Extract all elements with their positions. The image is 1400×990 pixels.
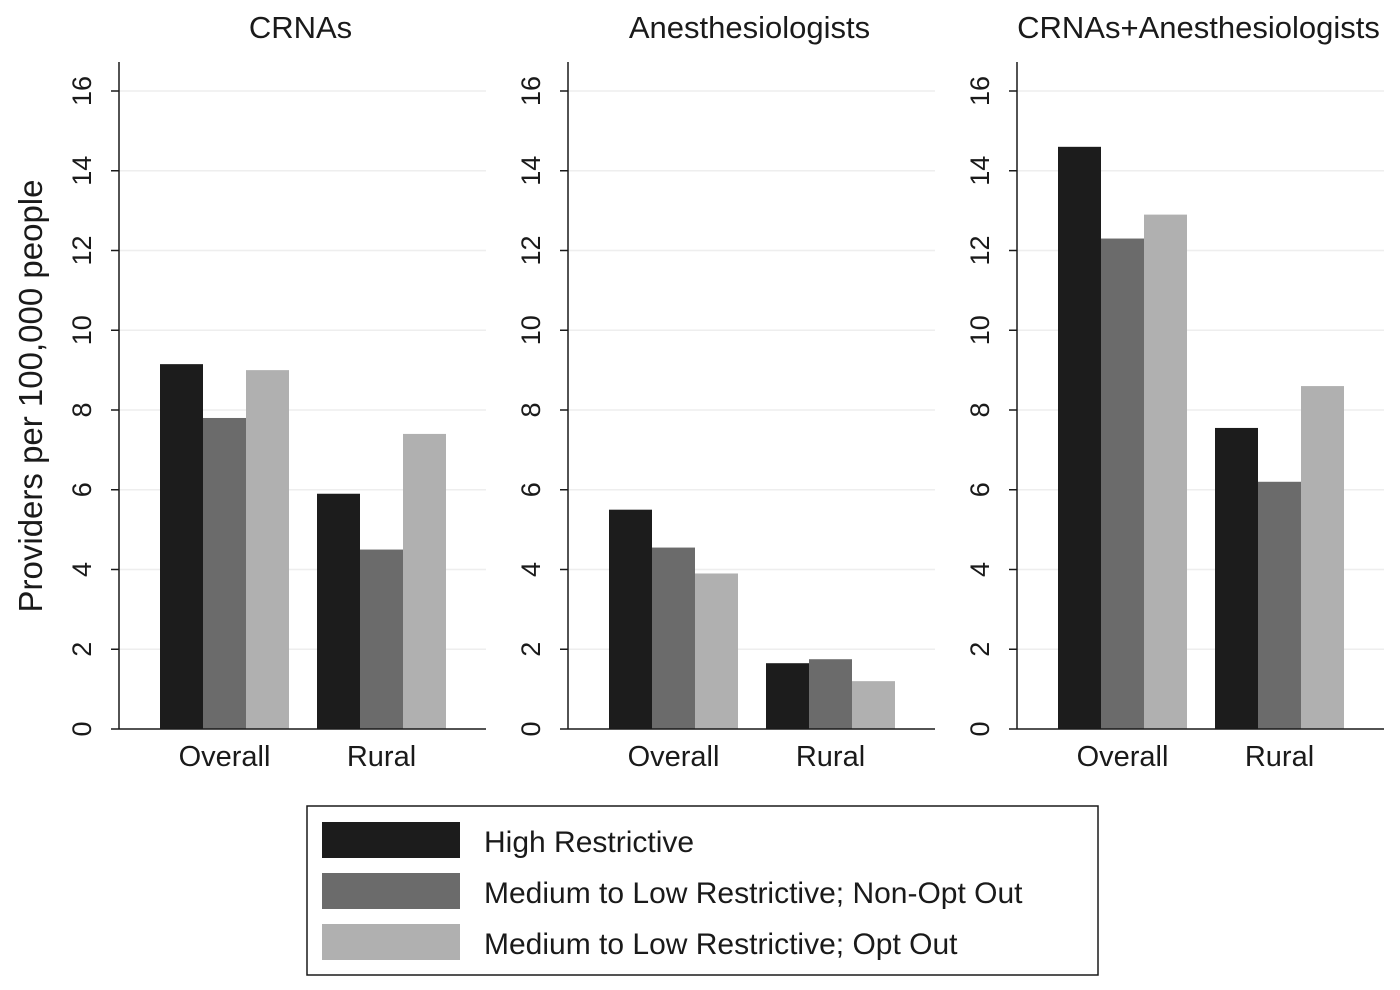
bar-anesthesiologists-overall-high-restrictive bbox=[609, 509, 652, 729]
bar-crnas-overall-high-restrictive bbox=[160, 364, 203, 729]
legend-label-opt-out: Medium to Low Restrictive; Opt Out bbox=[484, 928, 958, 961]
y-tick-label: 16 bbox=[965, 76, 995, 106]
y-tick-label: 8 bbox=[516, 402, 546, 417]
bar-crnas-anesthesiologists-rural-medium-to-low-restrictive-non-opt-out bbox=[1258, 481, 1301, 729]
x-tick-label: Rural bbox=[347, 741, 416, 773]
bar-crnas-anesthesiologists-overall-medium-to-low-restrictive-opt-out bbox=[1144, 214, 1187, 730]
y-tick-label: 16 bbox=[67, 76, 97, 106]
y-tick-label: 12 bbox=[516, 235, 546, 265]
y-tick-label: 6 bbox=[67, 482, 97, 497]
panel-crnas: Overall Rural 0 2 4 6 8 10 12 14 16 CRNAs bbox=[67, 10, 486, 773]
bar-crnas-anesthesiologists-rural-medium-to-low-restrictive-opt-out bbox=[1301, 386, 1344, 729]
bar-anesthesiologists-rural-high-restrictive bbox=[766, 663, 809, 729]
bar-anesthesiologists-overall-medium-to-low-restrictive-opt-out bbox=[695, 573, 738, 729]
bar-anesthesiologists-rural-medium-to-low-restrictive-non-opt-out bbox=[809, 659, 852, 729]
legend-label-non-opt-out: Medium to Low Restrictive; Non-Opt Out bbox=[484, 877, 1023, 910]
bar-crnas-anesthesiologists-overall-medium-to-low-restrictive-non-opt-out bbox=[1101, 238, 1144, 729]
y-tick-label: 14 bbox=[965, 156, 995, 186]
legend-swatch-high-restrictive bbox=[322, 822, 460, 858]
bar-crnas-anesthesiologists-overall-high-restrictive bbox=[1058, 146, 1101, 729]
panel-crnas-anesthesiologists: Overall Rural 0 2 4 6 8 10 12 14 16 CRNAs+Anesthesi… bbox=[965, 10, 1384, 773]
panel-anesthesiologists: Overall Rural 0 2 4 6 8 10 12 14 16 Anesthesiologis… bbox=[516, 10, 935, 773]
panel-title: CRNAs bbox=[249, 10, 352, 45]
x-tick-label: Overall bbox=[1077, 741, 1169, 773]
y-tick-label: 12 bbox=[965, 235, 995, 265]
y-axis-label: Providers per 100,000 people bbox=[12, 180, 49, 613]
y-tick-label: 12 bbox=[67, 235, 97, 265]
y-tick-label: 8 bbox=[67, 402, 97, 417]
bar-anesthesiologists-overall-medium-to-low-restrictive-non-opt-out bbox=[652, 547, 695, 729]
bar-crnas-rural-high-restrictive bbox=[317, 493, 360, 729]
y-tick-label: 16 bbox=[516, 76, 546, 106]
y-tick-label: 6 bbox=[965, 482, 995, 497]
bar-crnas-overall-medium-to-low-restrictive-opt-out bbox=[246, 370, 289, 729]
bar-crnas-rural-medium-to-low-restrictive-non-opt-out bbox=[360, 549, 403, 729]
x-tick-label: Rural bbox=[1245, 741, 1314, 773]
bar-crnas-anesthesiologists-rural-high-restrictive bbox=[1215, 427, 1258, 729]
panel-title: CRNAs+Anesthesiologists bbox=[1017, 10, 1380, 45]
x-tick-label: Rural bbox=[796, 741, 865, 773]
bar-crnas-rural-medium-to-low-restrictive-opt-out bbox=[403, 433, 446, 729]
y-tick-label: 4 bbox=[965, 562, 995, 577]
y-tick-label: 0 bbox=[67, 721, 97, 736]
legend-swatch-non-opt-out bbox=[322, 873, 460, 909]
legend: High Restrictive Medium to Low Restricti… bbox=[306, 805, 1099, 976]
y-tick-label: 10 bbox=[516, 315, 546, 345]
x-tick-label: Overall bbox=[179, 741, 271, 773]
y-tick-label: 4 bbox=[67, 562, 97, 577]
legend-label-high-restrictive: High Restrictive bbox=[484, 826, 694, 859]
y-tick-label: 2 bbox=[516, 642, 546, 657]
y-tick-label: 10 bbox=[67, 315, 97, 345]
y-tick-label: 6 bbox=[516, 482, 546, 497]
chart-panels: Overall Rural 0 2 4 6 8 10 12 14 16 CRNAs Overall Rur… bbox=[67, 10, 1384, 773]
y-tick-label: 14 bbox=[67, 156, 97, 186]
y-tick-label: 4 bbox=[516, 562, 546, 577]
y-tick-label: 8 bbox=[965, 402, 995, 417]
bar-anesthesiologists-rural-medium-to-low-restrictive-opt-out bbox=[852, 681, 895, 729]
x-tick-label: Overall bbox=[628, 741, 720, 773]
y-tick-label: 2 bbox=[965, 642, 995, 657]
y-tick-label: 14 bbox=[516, 156, 546, 186]
y-tick-label: 2 bbox=[67, 642, 97, 657]
y-tick-label: 0 bbox=[965, 721, 995, 736]
y-tick-label: 10 bbox=[965, 315, 995, 345]
bar-crnas-overall-medium-to-low-restrictive-non-opt-out bbox=[203, 417, 246, 729]
panel-title: Anesthesiologists bbox=[629, 10, 870, 45]
legend-swatch-opt-out bbox=[322, 924, 460, 960]
y-tick-label: 0 bbox=[516, 721, 546, 736]
